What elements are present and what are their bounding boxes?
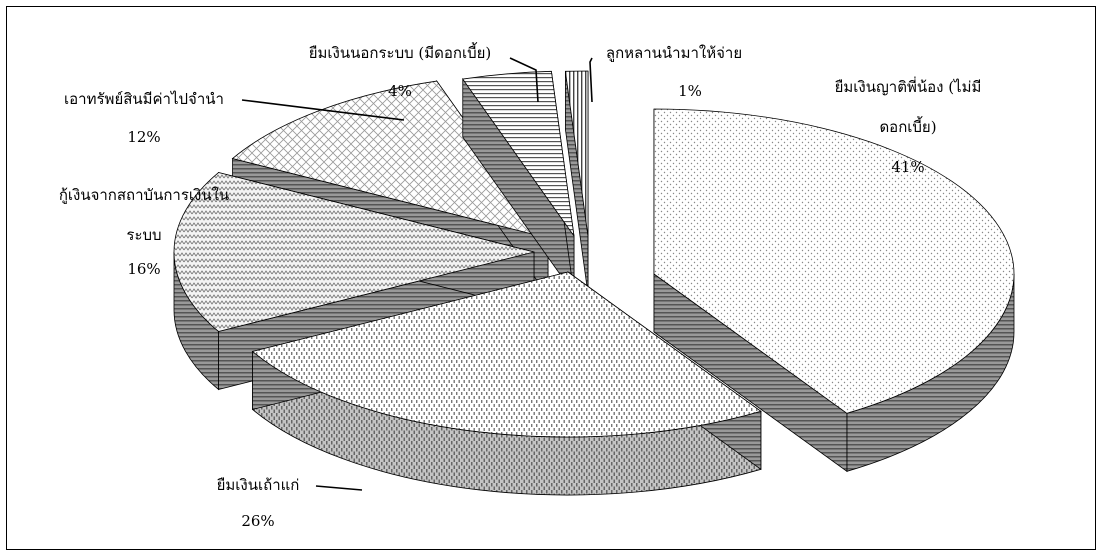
slice-value-label: 1%	[678, 82, 702, 100]
pie-slice-top	[231, 80, 549, 239]
slice-value-label: 41%	[891, 158, 924, 176]
slice-label: เอาทรัพย์สินมีค่าไปจำนำ	[64, 90, 224, 108]
pie-slice-1	[251, 271, 762, 496]
slice-value-label: 4%	[388, 82, 412, 100]
slice-label: ระบบ	[126, 226, 161, 244]
slice-value-label: 16%	[127, 260, 160, 278]
pie-slice-5	[564, 70, 589, 295]
pie-slice-top	[173, 172, 535, 332]
slice-label: ยืมเงินนอกระบบ (มีดอกเบี้ย)	[309, 42, 492, 62]
leader-line	[315, 485, 363, 491]
leader-line	[509, 57, 539, 103]
slice-label: ยืมเงินญาติพี่น้อง (ไม่มี	[834, 76, 981, 96]
leader-line	[241, 99, 405, 121]
slice-label: ยืมเงินเถ้าแก่	[216, 476, 299, 494]
pie-slice-top	[653, 108, 1015, 414]
pie-slice-4	[462, 70, 575, 296]
leader-line	[589, 57, 593, 103]
pie-slice-top	[251, 271, 762, 438]
slice-label: กู้เงินจากสถาบันการเงินใน	[59, 186, 229, 204]
pie-slice-top	[564, 70, 589, 237]
slice-label: ดอกเบี้ย)	[879, 116, 936, 136]
slice-label: ลูกหลานนำมาให้จ่าย	[606, 44, 742, 62]
slice-value-label: 26%	[241, 512, 274, 530]
slice-value-label: 12%	[127, 128, 160, 146]
pie-slice-0	[653, 108, 1015, 473]
pie-slice-top	[462, 70, 575, 237]
